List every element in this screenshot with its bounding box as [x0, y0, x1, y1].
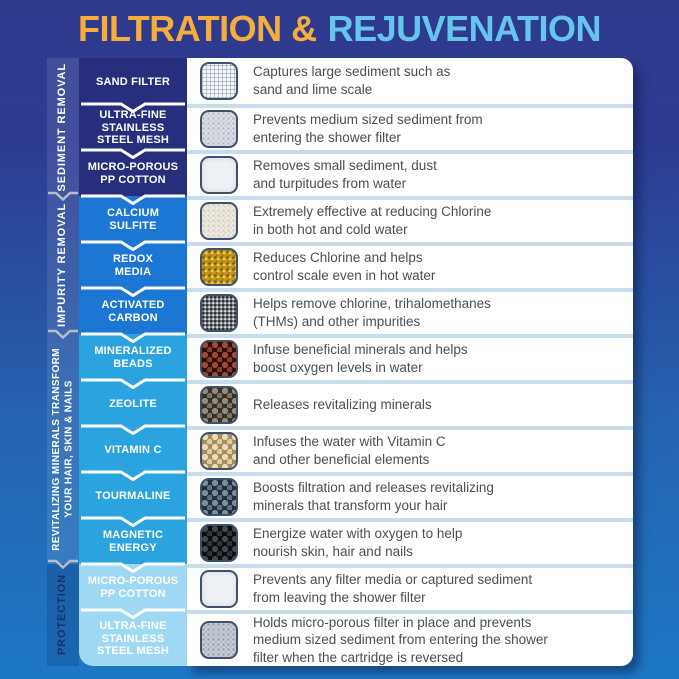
stage-row-ultra-fine-mesh-2: Holds micro-porous filter in place and p…	[187, 610, 633, 666]
stage-description: Captures large sediment such as sand and…	[253, 64, 451, 97]
stage-label-redox-media: REDOX MEDIA	[79, 240, 187, 288]
page-title: FILTRATION & REJUVENATION	[0, 0, 679, 58]
stage-label-vitamin-c: VITAMIN C	[79, 424, 187, 472]
stage-label-mineralized-beads: MINERALIZED BEADS	[79, 332, 187, 380]
chevron-down-icon	[81, 378, 185, 389]
stage-label-micro-porous-cotton-2: MICRO-POROUS PP COTTON	[79, 562, 187, 610]
category-label: IMPURITY REMOVAL	[56, 203, 69, 327]
stage-label-ultra-fine-mesh: ULTRA-FINE STAINLESS STEEL MESH	[79, 102, 187, 150]
chevron-down-icon	[48, 329, 78, 339]
stage-description: Prevents medium sized sediment from ente…	[253, 112, 483, 145]
chevron-down-icon	[81, 562, 185, 573]
stage-description-panel: Captures large sediment such as sand and…	[187, 58, 633, 666]
stage-label-sand-filter: SAND FILTER	[79, 58, 187, 104]
category-protection: PROTECTION	[47, 559, 79, 666]
stage-description: Reduces Chlorine and helps control scale…	[253, 250, 436, 283]
chevron-down-icon	[81, 470, 185, 481]
category-label: SEDIMENT REMOVAL	[56, 62, 69, 192]
stage-label-magnetic-energy: MAGNETIC ENERGY	[79, 516, 187, 564]
magnetic-beads-texture	[200, 524, 238, 562]
stage-row-micro-porous-cotton-2: Prevents any filter media or captured se…	[187, 564, 633, 610]
title-rejuvenation-text: REJUVENATION	[327, 8, 602, 49]
chevron-down-icon	[81, 424, 185, 435]
category-impurity-removal: IMPURITY REMOVAL	[47, 191, 79, 334]
chevron-down-icon	[48, 191, 78, 201]
sand-filter-texture	[200, 62, 238, 100]
pp-cotton-texture	[200, 156, 238, 194]
stage-description: Helps remove chlorine, trihalomethanes (…	[253, 296, 491, 329]
tourmaline-texture	[200, 478, 238, 516]
zeolite-texture	[200, 386, 238, 424]
stage-label-column: SAND FILTER ULTRA-FINE STAINLESS STEEL M…	[79, 58, 187, 666]
stage-label-ultra-fine-mesh-2: ULTRA-FINE STAINLESS STEEL MESH	[79, 608, 187, 666]
chevron-down-icon	[81, 240, 185, 251]
stage-row-calcium-sulfite: Extremely effective at reducing Chlorine…	[187, 196, 633, 242]
stage-row-ultra-fine-mesh: Prevents medium sized sediment from ente…	[187, 104, 633, 150]
stage-row-zeolite: Releases revitalizing minerals	[187, 380, 633, 426]
pp-cotton-texture	[200, 570, 238, 608]
stage-row-vitamin-c: Infuses the water with Vitamin C and oth…	[187, 426, 633, 472]
vitamin-c-texture	[200, 432, 238, 470]
category-sediment-removal: SEDIMENT REMOVAL	[47, 58, 79, 196]
stage-description: Infuses the water with Vitamin C and oth…	[253, 434, 446, 467]
steel-mesh-texture	[200, 621, 238, 659]
category-revitalizing-minerals: REVITALIZING MINERALS TRANSFORM YOUR HAIR…	[47, 329, 79, 564]
chevron-down-icon	[81, 102, 185, 113]
chevron-down-icon	[81, 286, 185, 297]
stage-row-micro-porous-cotton: Removes small sediment, dust and turpitu…	[187, 150, 633, 196]
stage-description: Removes small sediment, dust and turpitu…	[253, 158, 437, 191]
stage-label-micro-porous-cotton: MICRO-POROUS PP COTTON	[79, 148, 187, 196]
stage-label-calcium-sulfite: CALCIUM SULFITE	[79, 194, 187, 242]
stage-description: Releases revitalizing minerals	[253, 397, 432, 413]
stage-row-tourmaline: Boosts filtration and releases revitaliz…	[187, 472, 633, 518]
stage-label-activated-carbon: ACTIVATED CARBON	[79, 286, 187, 334]
chevron-down-icon	[81, 608, 185, 619]
chevron-down-icon	[81, 194, 185, 205]
stage-row-sand-filter: Captures large sediment such as sand and…	[187, 58, 633, 104]
filtration-stages-table: SEDIMENT REMOVAL IMPURITY REMOVAL REVITA…	[47, 58, 633, 666]
chevron-down-icon	[48, 559, 78, 569]
chevron-down-icon	[81, 516, 185, 527]
steel-mesh-texture	[200, 110, 238, 148]
stage-label-zeolite: ZEOLITE	[79, 378, 187, 426]
stage-label-tourmaline: TOURMALINE	[79, 470, 187, 518]
mineralized-beads-texture	[200, 340, 238, 378]
stage-row-activated-carbon: Helps remove chlorine, trihalomethanes (…	[187, 288, 633, 334]
calcium-sulfite-texture	[200, 202, 238, 240]
stage-description: Energize water with oxygen to help nouri…	[253, 526, 463, 559]
stage-description: Prevents any filter media or captured se…	[253, 572, 533, 605]
stage-description: Boosts filtration and releases revitaliz…	[253, 480, 494, 513]
stage-description: Infuse beneficial minerals and helps boo…	[253, 342, 468, 375]
stage-row-redox-media: Reduces Chlorine and helps control scale…	[187, 242, 633, 288]
activated-carbon-texture	[200, 294, 238, 332]
category-column: SEDIMENT REMOVAL IMPURITY REMOVAL REVITA…	[47, 58, 79, 666]
category-label: PROTECTION	[56, 574, 69, 656]
stage-description: Extremely effective at reducing Chlorine…	[253, 204, 492, 237]
chevron-down-icon	[81, 332, 185, 343]
redox-media-texture	[200, 248, 238, 286]
category-label: REVITALIZING MINERALS TRANSFORM YOUR HAIR…	[50, 347, 75, 551]
stage-description: Holds micro-porous filter in place and p…	[253, 614, 548, 665]
stage-row-mineralized-beads: Infuse beneficial minerals and helps boo…	[187, 334, 633, 380]
chevron-down-icon	[81, 148, 185, 159]
title-filtration-text: FILTRATION &	[78, 8, 317, 49]
stage-row-magnetic-energy: Energize water with oxygen to help nouri…	[187, 518, 633, 564]
